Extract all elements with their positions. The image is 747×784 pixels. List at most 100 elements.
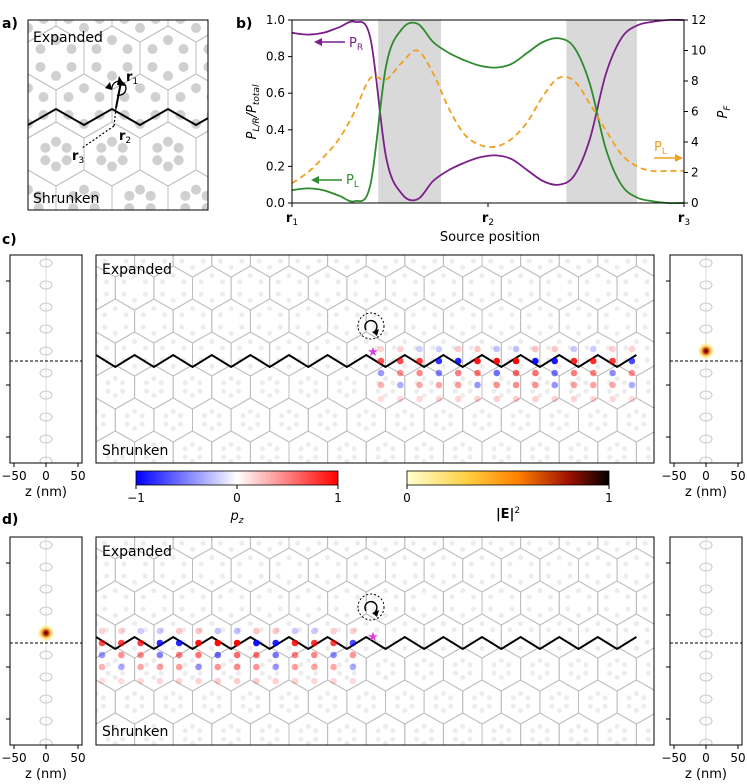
site-dot [256,606,262,612]
site-dot [332,761,337,766]
hex-cell [597,298,637,344]
site-dot [583,728,589,734]
site-dot [607,728,613,734]
site-dot [441,492,446,497]
site-dot [120,380,126,386]
site-dot [498,658,504,664]
site-dot [314,291,320,297]
site-dot [297,495,302,500]
dipole-dot [609,345,616,353]
site-dot [544,728,550,734]
dipole-dot [512,369,520,377]
site-dot [506,662,512,668]
site-dot [614,612,620,618]
site-dot [209,579,215,585]
site-dot [363,707,369,713]
site-dot [565,528,570,533]
site-dot [510,703,516,709]
site-dot [190,674,195,680]
hex-cell [346,547,386,593]
site-dot [286,691,292,697]
site-dot [112,442,118,448]
dipole-dot [118,651,125,659]
site-dot [479,579,485,585]
site-dot [460,740,466,745]
dipole-dot [532,357,539,365]
dipole-dot [416,395,423,403]
site-dot [393,540,399,546]
site-dot [567,226,572,231]
site-dot [587,695,593,701]
site-dot [374,627,380,633]
site-dot [35,44,46,55]
site-dot [113,522,118,527]
site-dot [479,363,485,369]
site-dot [91,61,102,72]
site-dot [200,594,206,600]
domain-wall [96,635,637,651]
site-dot [421,264,427,270]
site-dot [363,691,369,697]
site-dot [546,345,552,351]
site-dot [662,640,667,645]
site-dot [132,774,137,779]
ytick-left-label: 0.0 [266,196,285,210]
site-dot [544,388,550,394]
site-dot [528,291,534,297]
site-dot [286,707,292,713]
site-dot [518,409,524,415]
site-dot [201,703,207,709]
site-dot [487,488,492,493]
site-dot [585,508,590,513]
site-dot [259,736,265,742]
site-dot [135,22,145,33]
site-dot [67,455,72,460]
site-dot [480,514,485,519]
site-dot [74,240,79,245]
site-dot [62,704,67,709]
chart-series [291,18,685,205]
site-dot [548,312,554,318]
site-dot [665,770,670,775]
dipole-dot [311,627,318,635]
site-dot [402,475,407,480]
shaded-interval [566,20,637,203]
site-dot [374,291,380,297]
dipole-dot [253,663,260,671]
site-dot [356,488,361,493]
site-dot [140,324,146,330]
hex-cell [635,431,654,463]
site-dot [642,258,648,264]
site-dot [641,421,647,427]
site-dot [132,645,138,651]
site-dot [537,612,543,618]
site-dot [440,409,446,415]
series-p-r [291,18,685,202]
site-dot [448,488,453,493]
site-dot [335,627,341,633]
site-dot [0,71,5,81]
hex-cell [616,265,654,311]
site-dot [634,757,639,762]
dipole-dot [551,369,558,377]
dipole-dot [291,663,299,671]
site-dot [490,561,496,567]
site-dot [267,330,273,336]
site-dot [178,770,183,775]
site-dot [259,446,265,452]
site-dot [448,413,454,419]
profile-xtick-label: 0 [42,469,50,483]
dipole-dot [590,381,597,389]
profile-xtick-label: 50 [70,751,85,765]
hex-cell [327,712,367,745]
hex-cell [172,298,213,344]
site-dot [96,155,107,166]
site-dot [297,561,303,567]
dipole-dot [214,627,222,635]
site-dot [479,707,485,713]
site-dot [67,662,72,667]
site-dot [391,573,397,579]
site-dot [219,279,225,285]
site-dot [124,703,130,709]
